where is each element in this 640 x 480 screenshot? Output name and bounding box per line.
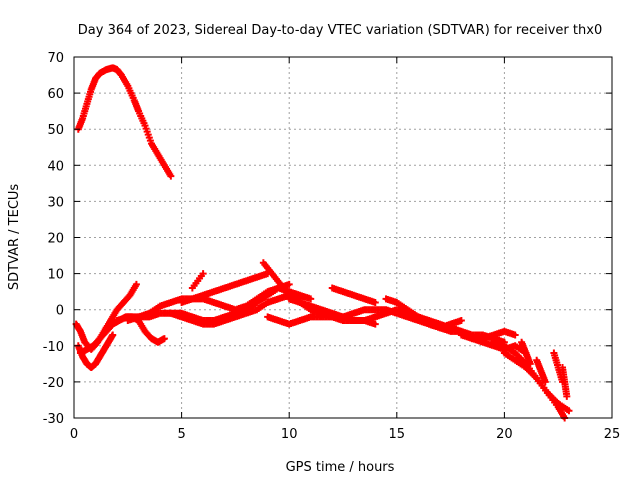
data-point [285, 280, 293, 288]
y-tick-label: -10 [43, 340, 64, 355]
y-tick-label: -30 [43, 412, 64, 427]
x-tick-label: 10 [281, 427, 298, 442]
y-tick-label: 70 [47, 51, 64, 66]
series-arc-3 [74, 331, 117, 371]
grid-lines [74, 57, 612, 418]
series-arc-11 [264, 306, 530, 357]
chart-title: Day 364 of 2023, Sidereal Day-to-day VTE… [78, 23, 602, 38]
y-tick-label: 30 [47, 195, 64, 210]
y-tick-label: 40 [47, 159, 64, 174]
y-tick-label: 60 [47, 87, 64, 102]
series-arc-13 [328, 284, 379, 306]
data-point [167, 172, 175, 180]
y-tick-label: -20 [43, 376, 64, 391]
x-tick-label: 0 [70, 427, 78, 442]
y-tick-label: 0 [56, 304, 64, 319]
data-point [371, 320, 379, 328]
data-point [109, 331, 117, 339]
series-arc-18 [518, 338, 534, 368]
series-arc-14 [382, 295, 465, 332]
data-point [199, 270, 207, 278]
data-point [511, 331, 519, 339]
data-point [541, 378, 549, 386]
y-tick-label: 10 [47, 268, 64, 283]
series-arc-7 [167, 280, 293, 325]
data-point [526, 360, 534, 368]
x-tick-label: 20 [496, 427, 513, 442]
x-tick-label: 15 [389, 427, 406, 442]
series-arc-12 [285, 295, 379, 328]
data-point [132, 280, 140, 288]
x-tick-label: 5 [177, 427, 185, 442]
series-arc-1 [74, 64, 175, 180]
series-arc-9 [188, 270, 207, 292]
data-point [371, 298, 379, 306]
y-tick-label: 20 [47, 232, 64, 247]
data-points [72, 64, 573, 422]
data-point [307, 295, 315, 303]
series-arc-17 [500, 349, 569, 422]
series-arc-19 [533, 356, 549, 386]
x-tick-label: 25 [604, 427, 621, 442]
data-point [565, 407, 573, 415]
axis-ticks: 0 5 10 15 20 25 -30 -20 -10 0 10 20 30 40 50 60 70 [43, 51, 621, 442]
series-arc-21 [559, 363, 571, 400]
y-tick-label: 50 [47, 123, 64, 138]
y-axis-label: SDTVAR / TECUs [7, 184, 22, 291]
series-arc-15 [457, 327, 519, 343]
data-point [563, 392, 571, 400]
data-point [457, 317, 465, 325]
x-axis-label: GPS time / hours [286, 460, 395, 475]
data-point [160, 335, 168, 343]
